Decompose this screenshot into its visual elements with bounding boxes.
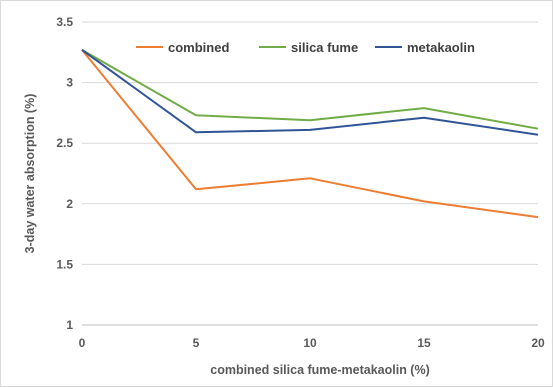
y-tick-label: 1.5 [56, 257, 73, 271]
y-tick-label: 3 [66, 76, 73, 90]
legend-label: combined [168, 40, 229, 55]
x-tick-label: 5 [193, 336, 200, 350]
y-tick-label: 2.5 [56, 136, 73, 150]
x-tick-label: 20 [531, 336, 545, 350]
x-tick-label: 10 [303, 336, 317, 350]
y-tick-label: 2 [66, 197, 73, 211]
series-line-silica-fume [81, 49, 539, 130]
y-axis-title: 3-day water absorption (%) [23, 94, 37, 254]
series-line-metakaolin [81, 49, 539, 136]
y-tick-label: 3.5 [56, 15, 73, 29]
y-tick-label: 1 [66, 318, 73, 332]
axes: 1 1.5 2 2.5 3 3.5 0 5 10 15 20 [56, 15, 545, 350]
series-lines [81, 49, 539, 219]
series-line-combined [81, 49, 539, 219]
x-tick-label: 15 [417, 336, 431, 350]
gridlines [82, 21, 538, 265]
legend-label: silica fume [291, 40, 358, 55]
x-tick-label: 0 [79, 336, 86, 350]
legend: combined silica fume metakaolin [136, 40, 475, 55]
legend-label: metakaolin [407, 40, 475, 55]
x-axis-title: combined silica fume-metakaolin (%) [210, 363, 430, 377]
